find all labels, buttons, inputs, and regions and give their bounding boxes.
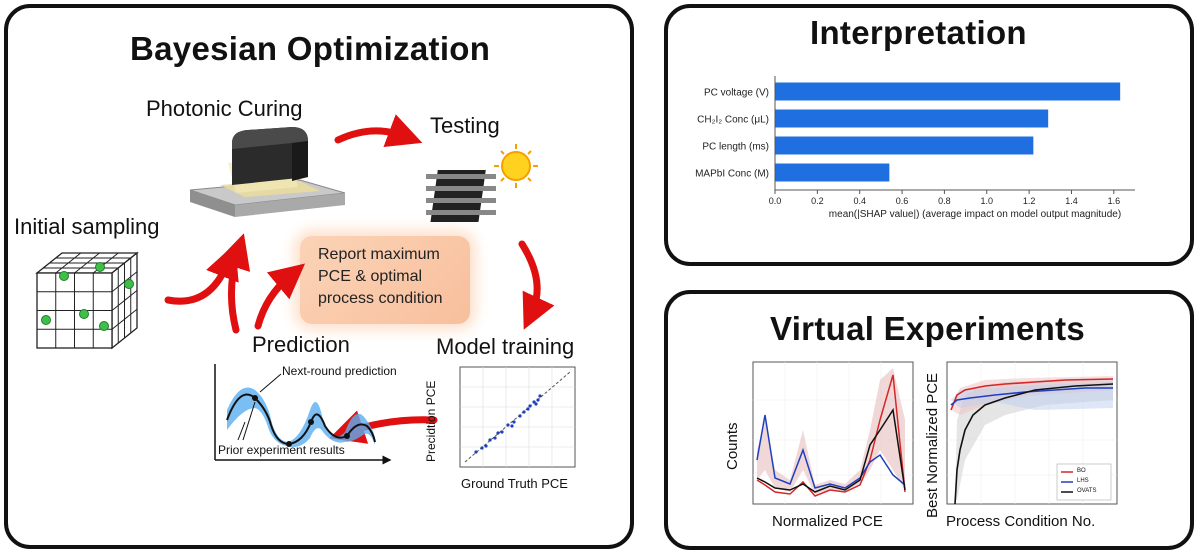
shap-x-tick-label: 1.6 bbox=[1108, 196, 1121, 206]
ovats-hist-line bbox=[756, 407, 906, 493]
prediction-gp-plot bbox=[214, 364, 392, 465]
legend-bo: BO bbox=[1077, 468, 1086, 474]
prediction-label: Prediction bbox=[252, 332, 350, 357]
parity-plot bbox=[459, 366, 576, 468]
shap-x-tick-label: 0.2 bbox=[811, 196, 824, 206]
interpretation-panel bbox=[664, 4, 1194, 266]
shap-x-tick-label: 0.4 bbox=[853, 196, 866, 206]
arrow-prediction-to-curing bbox=[216, 233, 251, 334]
best-normalized-pce-label: Best Normalized PCE bbox=[924, 372, 941, 518]
arrow-prediction-to-report bbox=[254, 263, 306, 330]
shap-x-tick-label: 0.0 bbox=[769, 196, 782, 206]
legend-lhs: LHS bbox=[1077, 478, 1089, 484]
report-line-1: Report maximum bbox=[318, 246, 440, 263]
report-box: Report maximum PCE & optimal process con… bbox=[300, 236, 470, 324]
shap-bar bbox=[775, 163, 890, 182]
shap-category-label: CH₂I₂ Conc (μL) bbox=[697, 115, 769, 126]
shap-bar bbox=[775, 82, 1121, 101]
shap-bar bbox=[775, 109, 1049, 128]
report-line-2: PCE & optimal bbox=[318, 268, 423, 285]
shap-x-tick-label: 0.8 bbox=[938, 196, 951, 206]
shap-category-label: PC length (ms) bbox=[702, 142, 769, 153]
shap-x-tick-label: 1.0 bbox=[981, 196, 994, 206]
process-condition-label: Process Condition No. bbox=[946, 513, 1096, 530]
normalized-pce-counts-plot bbox=[752, 361, 914, 505]
best-normalized-pce-plot bbox=[946, 361, 1118, 505]
photonic-curing-device-icon bbox=[189, 127, 346, 217]
cycle-arrows bbox=[164, 114, 555, 444]
testing-device-icon bbox=[426, 144, 538, 222]
lhs-hist-line bbox=[756, 414, 906, 489]
next-round-prediction-label: Next-round prediction bbox=[282, 364, 397, 378]
photonic-curing-label: Photonic Curing bbox=[146, 96, 303, 121]
ovats-best-line bbox=[954, 383, 1114, 505]
arrow-sampling-to-curing bbox=[164, 243, 239, 305]
arrow-curing-to-testing bbox=[334, 114, 423, 147]
arrow-testing-to-training bbox=[518, 240, 555, 330]
shap-category-label: MAPbI Conc (M) bbox=[695, 169, 769, 180]
prior-experiment-results-label: Prior experiment results bbox=[218, 443, 345, 457]
counts-label: Counts bbox=[724, 422, 741, 470]
shap-category-label: PC voltage (V) bbox=[704, 88, 769, 99]
shap-x-axis-label: mean(|SHAP value|) (average impact on mo… bbox=[829, 209, 1121, 220]
parity-ylabel: Precidtion PCE bbox=[424, 380, 438, 462]
bo-best-line bbox=[950, 378, 1114, 411]
legend-ovats: OVATS bbox=[1077, 488, 1097, 494]
sampling-cube-icon bbox=[35, 251, 139, 350]
testing-label: Testing bbox=[430, 113, 500, 138]
normalized-pce-label: Normalized PCE bbox=[772, 513, 883, 530]
shap-x-tick-label: 1.4 bbox=[1065, 196, 1078, 206]
initial-sampling-label: Initial sampling bbox=[14, 214, 160, 239]
shap-bar bbox=[775, 136, 1034, 155]
virtual-experiments-title: Virtual Experiments bbox=[770, 310, 1086, 347]
shap-x-tick-label: 0.6 bbox=[896, 196, 909, 206]
lhs-best-line bbox=[950, 387, 1113, 406]
report-line-3: process condition bbox=[318, 290, 443, 307]
shap-x-tick-label: 1.2 bbox=[1023, 196, 1036, 206]
legend-box bbox=[1056, 463, 1112, 501]
bo-title: Bayesian Optimization bbox=[130, 30, 491, 67]
sun-icon bbox=[494, 144, 538, 188]
shap-bar-chart: PC voltage (V) CH₂I₂ Conc (μL) PC length (… bbox=[695, 76, 1135, 220]
parity-xlabel: Ground Truth PCE bbox=[461, 476, 568, 491]
bo-hist-line bbox=[756, 374, 906, 497]
model-training-label: Model training bbox=[436, 334, 575, 359]
interpretation-title: Interpretation bbox=[810, 14, 1027, 51]
